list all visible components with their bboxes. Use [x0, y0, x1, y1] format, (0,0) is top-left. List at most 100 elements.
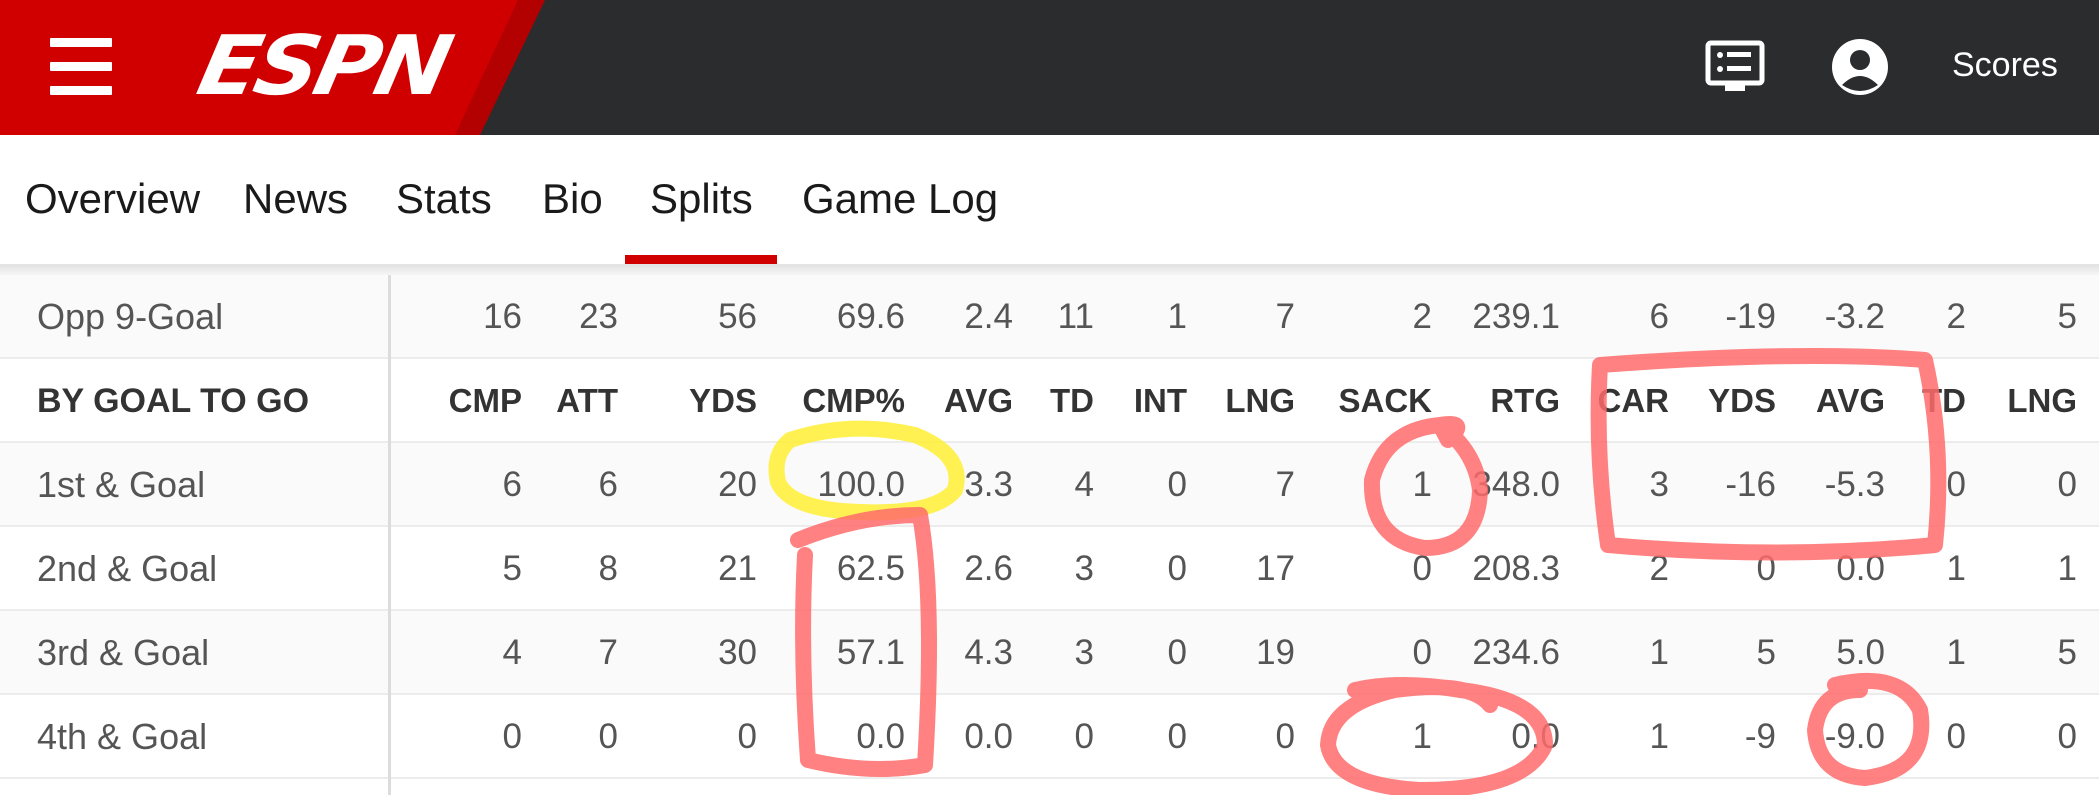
cell-yds: 0 — [737, 717, 757, 756]
column-header-rtg: RTG — [1490, 382, 1560, 419]
cell-rush-yds: -9 — [1744, 717, 1776, 756]
cell-int: 0 — [1167, 465, 1187, 504]
cell-rtg: 239.1 — [1472, 297, 1560, 336]
cell-yds: 56 — [718, 297, 757, 336]
scores-link[interactable]: Scores — [1952, 46, 2058, 84]
cell-cmp-pct: 69.6 — [836, 297, 905, 336]
column-header-avg: AVG — [943, 382, 1013, 419]
cell-avg: 3.3 — [964, 465, 1013, 504]
cell-rush-yds: 5 — [1756, 633, 1776, 672]
cell-rush-avg: 5.0 — [1836, 633, 1885, 672]
espn-logo[interactable]: ESPN — [190, 19, 457, 114]
cell-yds: 21 — [718, 549, 757, 588]
cell-rush-td: 1 — [1946, 549, 1966, 588]
cell-lng: 17 — [1256, 549, 1295, 588]
tab-game-log[interactable]: Game Log — [802, 175, 999, 222]
cell-avg: 0.0 — [964, 717, 1013, 756]
row-label: 2nd & Goal — [37, 548, 218, 589]
column-header-rush-lng: LNG — [2007, 382, 2077, 419]
tabs-shadow — [0, 265, 2099, 275]
table-row-1st-goal: 1st & Goal 6 6 20 100.0 3.3 4 0 7 1 348.0 3 -16 -5.3… — [0, 443, 2099, 527]
cell-cmp: 0 — [502, 717, 522, 756]
cell-avg: 2.6 — [964, 549, 1013, 588]
cell-cmp: 16 — [483, 297, 522, 336]
table-row-opp-9-goal: Opp 9-Goal 16 23 56 69.6 2.4 11 1 7 2 239.1 6 -19 -3… — [0, 275, 2099, 359]
column-header-yds: YDS — [689, 382, 757, 419]
cell-att: 0 — [598, 717, 618, 756]
column-header-lng: LNG — [1225, 382, 1295, 419]
cell-rush-yds: -19 — [1725, 297, 1776, 336]
cell-td: 0 — [1074, 717, 1094, 756]
top-nav-bar: ESPN Scores — [0, 0, 2099, 135]
row-label: 3rd & Goal — [37, 632, 210, 673]
cell-att: 23 — [579, 297, 618, 336]
cell-rush-lng: 5 — [2057, 633, 2077, 672]
tab-stats[interactable]: Stats — [396, 175, 492, 222]
feed-icon[interactable] — [1705, 40, 1765, 96]
cell-avg: 2.4 — [964, 297, 1013, 336]
cell-att: 6 — [598, 465, 618, 504]
row-label: Opp 9-Goal — [37, 296, 224, 337]
cell-rtg: 234.6 — [1472, 633, 1560, 672]
cell-yds: 30 — [718, 633, 757, 672]
cell-td: 4 — [1074, 465, 1094, 504]
cell-car: 6 — [1649, 297, 1669, 336]
column-header-int: INT — [1133, 382, 1187, 419]
cell-rush-td: 1 — [1946, 633, 1966, 672]
column-header-att: ATT — [556, 382, 618, 419]
row-label: 4th & Goal — [37, 716, 208, 757]
cell-car: 1 — [1649, 633, 1669, 672]
active-tab-indicator — [625, 255, 777, 264]
cell-int: 0 — [1167, 633, 1187, 672]
brand-stripe — [0, 0, 545, 135]
cell-yds: 20 — [718, 465, 757, 504]
section-header-row: BY GOAL TO GO CMP ATT YDS CMP% AVG TD INT LNG SA… — [0, 359, 2099, 443]
row-label: 1st & Goal — [37, 464, 206, 505]
tab-bio[interactable]: Bio — [542, 175, 603, 222]
cell-rush-lng: 1 — [2057, 549, 2077, 588]
cell-sack: 2 — [1412, 297, 1432, 336]
cell-td: 3 — [1074, 633, 1094, 672]
cell-lng: 0 — [1275, 717, 1295, 756]
tab-news[interactable]: News — [243, 175, 349, 222]
tab-splits[interactable]: Splits — [650, 175, 753, 222]
cell-int: 0 — [1167, 549, 1187, 588]
cell-rush-td: 0 — [1946, 717, 1966, 756]
cell-car: 1 — [1649, 717, 1669, 756]
column-header-sack: SACK — [1338, 382, 1432, 419]
cell-rush-lng: 5 — [2057, 297, 2077, 336]
cell-sack: 0 — [1412, 549, 1432, 588]
table-row-2nd-goal: 2nd & Goal 5 8 21 62.5 2.6 3 0 17 0 208.3 2 0 0.0 1 1 — [0, 527, 2099, 611]
cell-rush-td: 2 — [1946, 297, 1966, 336]
cell-avg: 4.3 — [964, 633, 1013, 672]
cell-att: 7 — [598, 633, 618, 672]
cell-rush-lng: 0 — [2057, 717, 2077, 756]
player-tabs: Overview News Stats Bio Splits Game Log — [0, 135, 2099, 265]
cell-lng: 7 — [1275, 465, 1295, 504]
tab-overview[interactable]: Overview — [25, 175, 201, 222]
table-row-4th-goal: 4th & Goal 0 0 0 0.0 0.0 0 0 0 1 0.0 1 -9 -9.0 0 0 — [0, 695, 2099, 779]
cell-td: 3 — [1074, 549, 1094, 588]
cell-rush-avg: -3.2 — [1824, 297, 1885, 336]
column-header-td: TD — [1050, 382, 1094, 419]
cell-rush-lng: 0 — [2057, 465, 2077, 504]
frozen-column-divider — [388, 275, 391, 795]
cell-cmp: 5 — [502, 549, 522, 588]
cell-cmp: 4 — [502, 633, 522, 672]
cell-int: 1 — [1167, 297, 1187, 336]
column-header-cmp: CMP — [448, 382, 522, 419]
splits-table: Opp 9-Goal 16 23 56 69.6 2.4 11 1 7 2 239.1 6 -19 -3… — [0, 275, 2099, 795]
cell-td: 11 — [1057, 297, 1094, 336]
cell-att: 8 — [598, 549, 618, 588]
cell-lng: 7 — [1275, 297, 1295, 336]
section-header: BY GOAL TO GO — [37, 382, 310, 420]
cell-rush-td: 0 — [1946, 465, 1966, 504]
user-icon[interactable] — [1830, 37, 1890, 97]
menu-icon[interactable] — [50, 38, 112, 96]
cell-sack: 0 — [1412, 633, 1432, 672]
column-header-cmp-pct: CMP% — [802, 382, 905, 419]
table-row-3rd-goal: 3rd & Goal 4 7 30 57.1 4.3 3 0 19 0 234.6 1 5 5.0 1 5 — [0, 611, 2099, 695]
cell-int: 0 — [1167, 717, 1187, 756]
cell-lng: 19 — [1256, 633, 1295, 672]
cell-cmp: 6 — [502, 465, 522, 504]
